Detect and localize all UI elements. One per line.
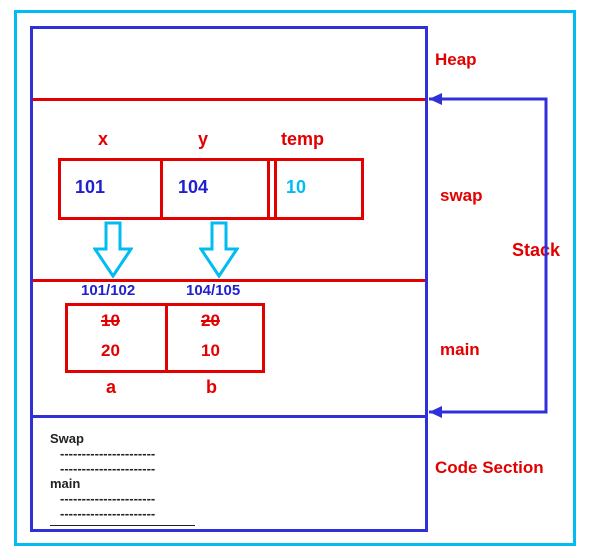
addr-1: 101/102: [81, 282, 135, 299]
swap-cell-div-2: [267, 161, 270, 217]
addr-2: 104/105: [186, 282, 240, 299]
swap-header-y: y: [198, 129, 208, 150]
swap-header-x: x: [98, 129, 108, 150]
swap-cell-div-1: [160, 161, 163, 217]
code-line-dash2: ----------------------: [60, 461, 155, 476]
pointer-arrow-2: [199, 221, 239, 279]
swap-cell-div-2b: [274, 161, 277, 217]
swap-val-x: 101: [75, 177, 105, 198]
memory-box: x y temp 101 104 10 101/102 104/105 10 2…: [30, 26, 428, 532]
heap-label: Heap: [435, 50, 477, 70]
swap-header-temp: temp: [281, 129, 324, 150]
code-line-main: main: [50, 476, 155, 491]
code-block-lines: Swap ---------------------- ------------…: [50, 431, 155, 521]
code-line-dash3: ----------------------: [60, 491, 155, 506]
code-line-swap: Swap: [50, 431, 155, 446]
code-block-underline: [50, 525, 195, 526]
code-line-dash1: ----------------------: [60, 446, 155, 461]
pointer-arrow-1: [93, 221, 133, 279]
code-section-label: Code Section: [435, 458, 544, 478]
main-code-divider: [33, 415, 425, 418]
main-footer-a: a: [106, 377, 116, 398]
main-cell-div: [165, 306, 168, 370]
main-a-old: 10: [101, 311, 120, 331]
swap-val-y: 104: [178, 177, 208, 198]
main-row: [65, 303, 265, 373]
code-line-dash4: ----------------------: [60, 506, 155, 521]
swap-val-temp: 10: [286, 177, 306, 198]
heap-divider: [33, 98, 425, 101]
main-a-new: 20: [101, 341, 120, 361]
main-b-old: 20: [201, 311, 220, 331]
stack-bracket: [426, 96, 566, 416]
main-b-new: 10: [201, 341, 220, 361]
main-footer-b: b: [206, 377, 217, 398]
